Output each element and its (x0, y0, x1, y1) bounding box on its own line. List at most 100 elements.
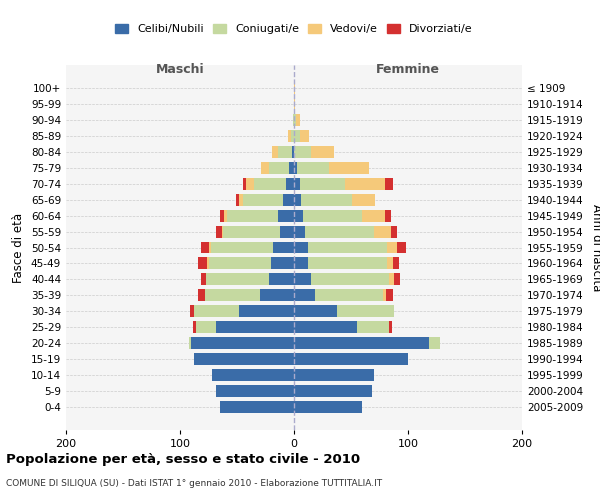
Bar (292, 146, 294, 158)
Bar (239, 194, 242, 205)
Bar (301, 194, 352, 205)
Bar (385, 210, 391, 222)
Bar (385, 178, 393, 190)
Bar (293, 114, 294, 126)
Bar (223, 226, 280, 237)
Bar (239, 306, 294, 318)
Bar (212, 370, 294, 382)
Bar (190, 306, 194, 318)
Bar (209, 242, 211, 254)
Bar (206, 274, 269, 285)
Bar (217, 322, 294, 334)
Bar (294, 146, 311, 158)
Bar (337, 306, 394, 318)
Bar (389, 322, 392, 334)
Bar (383, 290, 386, 302)
Bar (193, 322, 196, 334)
Bar (294, 322, 356, 334)
Bar (362, 210, 385, 222)
Bar (243, 178, 246, 190)
Bar (217, 386, 294, 398)
Bar (269, 274, 294, 285)
Bar (294, 98, 295, 110)
Bar (356, 322, 389, 334)
Bar (374, 226, 391, 237)
Bar (308, 258, 388, 270)
Bar (294, 306, 337, 318)
Bar (278, 146, 292, 158)
Bar (189, 338, 191, 349)
Bar (278, 210, 294, 222)
Bar (314, 290, 383, 302)
Bar (224, 210, 227, 222)
Bar (294, 178, 300, 190)
Bar (294, 386, 371, 398)
Bar (294, 242, 308, 254)
Bar (388, 242, 397, 254)
Text: Maschi: Maschi (155, 64, 205, 76)
Bar (198, 290, 205, 302)
Bar (208, 258, 209, 270)
Bar (397, 242, 406, 254)
Bar (311, 274, 389, 285)
Text: Popolazione per età, sesso e stato civile - 2010: Popolazione per età, sesso e stato civil… (6, 452, 360, 466)
Bar (391, 226, 397, 237)
Y-axis label: Anni di nascita: Anni di nascita (590, 204, 600, 291)
Bar (394, 274, 400, 285)
Bar (272, 146, 278, 158)
Bar (271, 258, 294, 270)
Bar (254, 178, 286, 190)
Bar (191, 338, 294, 349)
Bar (308, 242, 388, 254)
Bar (300, 178, 346, 190)
Bar (303, 210, 362, 222)
Bar (311, 146, 334, 158)
Bar (200, 242, 209, 254)
Bar (294, 370, 374, 382)
Bar (289, 162, 294, 173)
Bar (388, 258, 393, 270)
Bar (296, 114, 300, 126)
Bar (386, 290, 393, 302)
Bar (209, 258, 271, 270)
Bar (428, 338, 440, 349)
Bar (280, 226, 294, 237)
Bar (260, 290, 294, 302)
Bar (294, 82, 295, 94)
Bar (294, 130, 300, 141)
Bar (283, 194, 294, 205)
Legend: Celibi/Nubili, Coniugati/e, Vedovi/e, Divorziati/e: Celibi/Nubili, Coniugati/e, Vedovi/e, Di… (111, 20, 477, 39)
Bar (294, 258, 308, 270)
Bar (289, 130, 290, 141)
Bar (329, 162, 369, 173)
Bar (286, 178, 294, 190)
Bar (198, 258, 208, 270)
Bar (294, 114, 296, 126)
Text: COMUNE DI SILIQUA (SU) - Dati ISTAT 1° gennaio 2010 - Elaborazione TUTTITALIA.IT: COMUNE DI SILIQUA (SU) - Dati ISTAT 1° g… (6, 478, 382, 488)
Bar (236, 194, 239, 205)
Bar (227, 210, 278, 222)
Bar (290, 130, 294, 141)
Bar (294, 210, 303, 222)
Bar (300, 130, 309, 141)
Bar (294, 194, 301, 205)
Bar (261, 162, 269, 173)
Bar (246, 178, 254, 190)
Bar (220, 402, 294, 413)
Bar (274, 242, 294, 254)
Bar (305, 226, 374, 237)
Bar (194, 354, 294, 366)
Bar (294, 338, 428, 349)
Bar (352, 194, 375, 205)
Bar (194, 306, 239, 318)
Bar (389, 274, 394, 285)
Text: Femmine: Femmine (376, 64, 440, 76)
Bar (294, 290, 314, 302)
Bar (196, 322, 217, 334)
Bar (222, 226, 223, 237)
Y-axis label: Fasce di età: Fasce di età (13, 212, 25, 282)
Bar (211, 242, 274, 254)
Bar (393, 258, 399, 270)
Bar (243, 194, 283, 205)
Bar (294, 354, 408, 366)
